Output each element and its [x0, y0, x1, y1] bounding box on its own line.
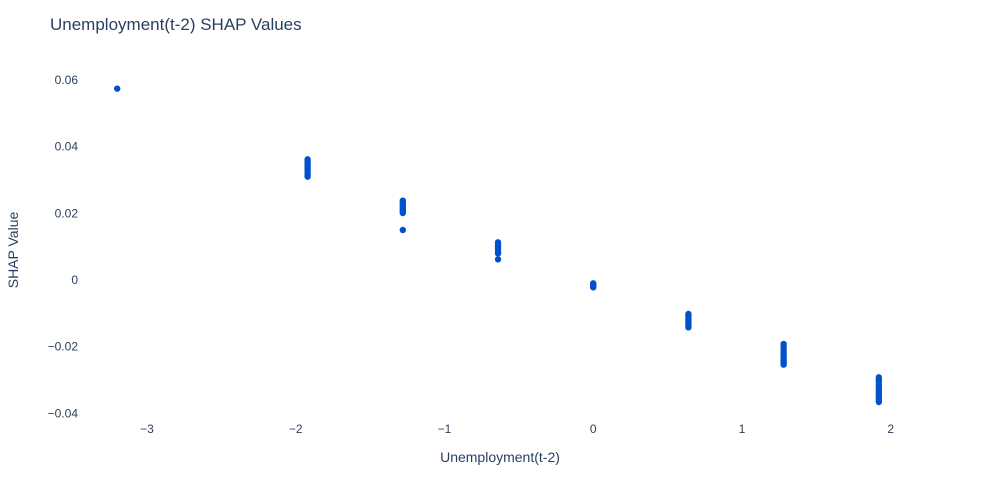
y-tick-label: −0.04 [48, 406, 79, 420]
x-tick-label: −2 [289, 422, 303, 436]
scatter-point [399, 209, 407, 217]
scatter-point [875, 398, 883, 406]
x-tick-label: −1 [438, 422, 452, 436]
scatter-point [494, 256, 502, 263]
x-tick-label: 2 [887, 422, 894, 436]
x-tick-labels: −3 −2 −1 0 1 2 [140, 422, 894, 436]
y-tick-label: 0 [71, 273, 78, 287]
scatter-point [399, 226, 407, 234]
x-tick-label: −3 [140, 422, 154, 436]
scatter-point [113, 85, 121, 92]
y-tick-label: 0.06 [55, 73, 79, 87]
y-tick-label: 0.04 [55, 140, 79, 154]
y-tick-label: 0.02 [55, 206, 79, 220]
scatter-point [494, 250, 502, 257]
scatter-point [685, 324, 692, 331]
x-tick-label: 0 [590, 422, 597, 436]
y-tick-labels: 0.06 0.04 0.02 0 −0.02 −0.04 [48, 73, 79, 420]
y-tick-label: −0.02 [48, 340, 79, 354]
scatter-points [113, 85, 883, 406]
scatter-point [304, 173, 311, 180]
scatter-point [590, 284, 597, 291]
chart-title: Unemployment(t-2) SHAP Values [50, 15, 302, 34]
x-axis-title: Unemployment(t-2) [440, 449, 560, 465]
y-axis-title: SHAP Value [5, 212, 21, 289]
x-tick-label: 1 [739, 422, 746, 436]
scatter-point [780, 361, 787, 368]
